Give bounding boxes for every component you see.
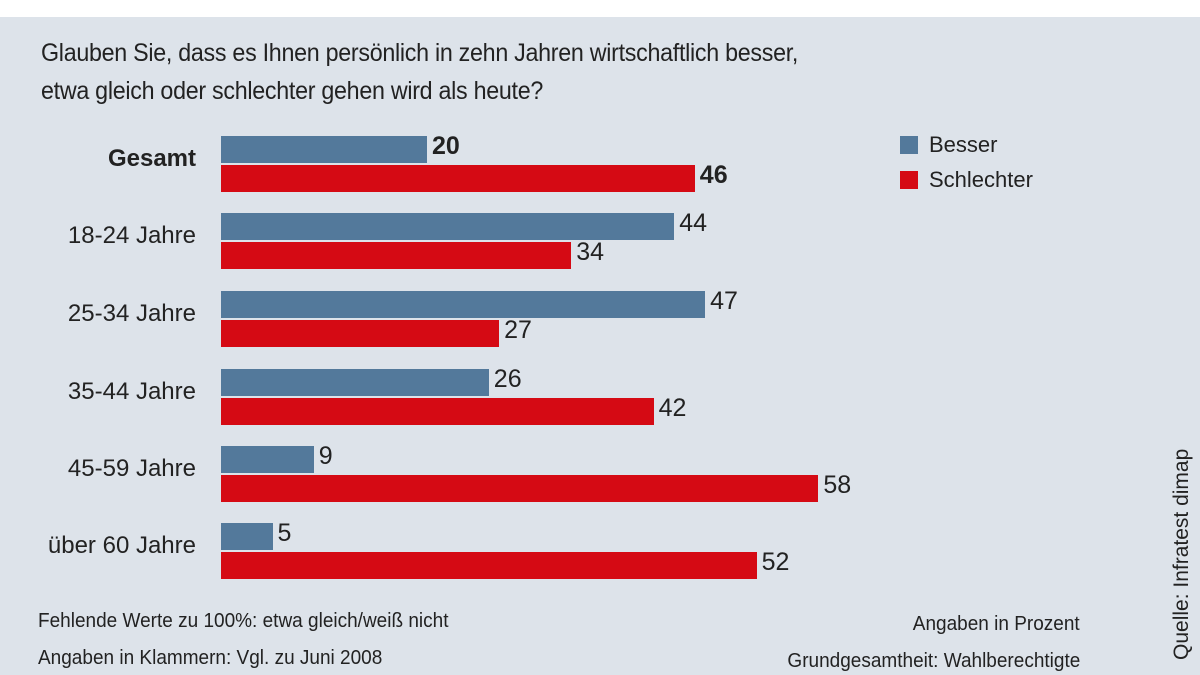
- bar-besser: [221, 446, 314, 473]
- bar-schlechter: [221, 398, 654, 425]
- legend-besser: Besser: [900, 132, 997, 158]
- bar-schlechter: [221, 242, 572, 269]
- value-label-schlechter: 42: [658, 394, 687, 422]
- bar-schlechter: [221, 320, 500, 347]
- value-label-schlechter: 58: [823, 471, 852, 499]
- value-label-besser: 9: [318, 442, 333, 470]
- bar-besser: [221, 136, 427, 163]
- legend-label-schlechter: Schlechter: [929, 167, 1033, 192]
- chart-question: Glauben Sie, dass es Ihnen persönlich in…: [41, 34, 798, 110]
- bar-besser: [221, 523, 273, 550]
- value-label-besser: 44: [679, 209, 707, 237]
- category-label: 25-34 Jahre: [67, 300, 196, 327]
- bar-besser: [221, 369, 489, 396]
- category-label: 35-44 Jahre: [67, 378, 196, 405]
- bar-schlechter: [221, 552, 757, 579]
- value-label-besser: 47: [710, 287, 738, 315]
- value-label-besser: 5: [277, 519, 292, 547]
- category-label: 45-59 Jahre: [67, 455, 196, 482]
- note-missing-values: Fehlende Werte zu 100%: etwa gleich/weiß…: [38, 610, 449, 632]
- bar-schlechter: [221, 165, 695, 192]
- bar-schlechter: [221, 475, 819, 502]
- legend-swatch-schlechter: [900, 171, 918, 189]
- legend-schlechter: Schlechter: [900, 167, 1033, 193]
- value-label-schlechter: 46: [699, 161, 728, 189]
- note-unit: Angaben in Prozent: [913, 613, 1080, 635]
- legend-label-besser: Besser: [929, 132, 998, 157]
- top-strip: [0, 0, 1200, 17]
- value-label-schlechter: 52: [761, 548, 790, 576]
- question-line-1: Glauben Sie, dass es Ihnen persönlich in…: [41, 39, 799, 67]
- bar-besser: [221, 213, 675, 240]
- source-label: Quelle: Infratest dimap: [1170, 448, 1193, 660]
- value-label-schlechter: 27: [504, 316, 532, 344]
- legend-swatch-besser: [900, 136, 918, 154]
- value-label-schlechter: 34: [576, 238, 604, 266]
- value-label-besser: 26: [493, 365, 522, 393]
- category-label: 18-24 Jahre: [67, 222, 196, 249]
- bar-besser: [221, 291, 706, 318]
- category-label: über 60 Jahre: [47, 532, 196, 559]
- value-label-besser: 20: [432, 132, 460, 160]
- note-brackets: Angaben in Klammern: Vgl. zu Juni 2008: [38, 647, 383, 669]
- note-base: Grundgesamtheit: Wahlberechtigte: [787, 650, 1080, 672]
- category-label: Gesamt: [107, 145, 196, 172]
- question-line-2: etwa gleich oder schlechter gehen wird a…: [41, 77, 544, 105]
